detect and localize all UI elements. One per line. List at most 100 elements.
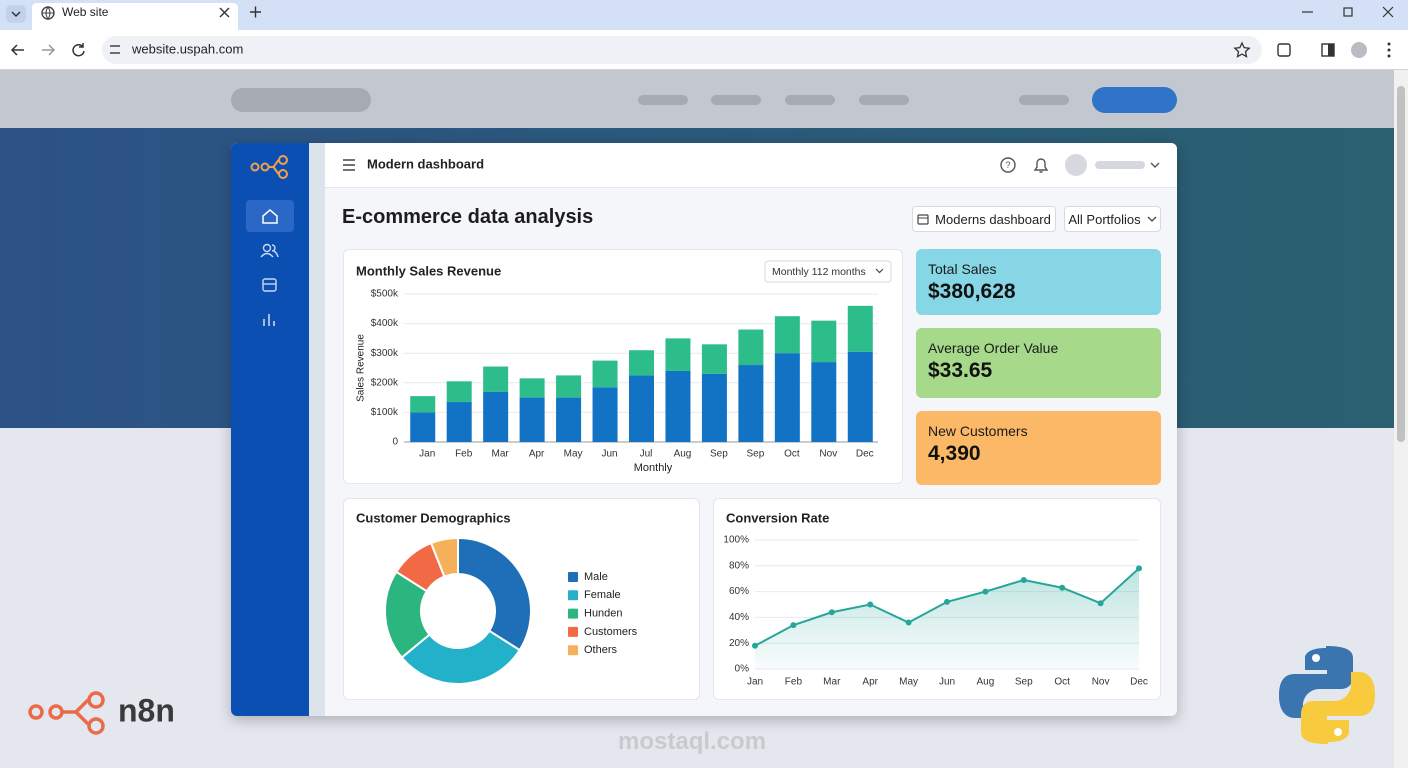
dashboard-select[interactable]: Moderns dashboard bbox=[912, 206, 1056, 232]
tab-close[interactable] bbox=[219, 7, 230, 18]
forward-button[interactable] bbox=[42, 44, 56, 56]
tab-title: Web site bbox=[62, 5, 109, 19]
menu-dot[interactable] bbox=[1387, 42, 1391, 46]
legend-swatch bbox=[568, 608, 578, 619]
x-tick-label: Dec bbox=[856, 449, 874, 460]
n8n-node bbox=[28, 704, 44, 720]
menu-dot bbox=[1387, 54, 1391, 58]
kpi-value: $380,628 bbox=[928, 280, 1016, 303]
users-icon[interactable] bbox=[262, 243, 272, 253]
extensions-button[interactable] bbox=[1277, 43, 1291, 57]
page-title: E-commerce data analysis bbox=[342, 206, 594, 228]
y-tick-label: $500k bbox=[371, 289, 399, 300]
profile-avatar[interactable] bbox=[1351, 42, 1367, 58]
x-tick-label: Mar bbox=[492, 449, 510, 460]
tab-favicon-lines bbox=[42, 6, 54, 20]
back-button[interactable] bbox=[10, 44, 24, 56]
kpi-label: New Customers bbox=[928, 423, 1028, 439]
sidebar-icons bbox=[246, 155, 294, 326]
bar-segment bbox=[811, 362, 837, 442]
portfolio-select[interactable]: All Portfolios bbox=[1064, 206, 1161, 232]
tab-search-button[interactable] bbox=[6, 5, 26, 23]
bar-segment bbox=[446, 402, 472, 442]
legend-swatch bbox=[568, 626, 578, 637]
bar-segment bbox=[811, 320, 837, 363]
nav-link-placeholder[interactable] bbox=[859, 95, 909, 105]
menu-dot bbox=[1387, 48, 1391, 52]
y-tick-label: 60% bbox=[729, 586, 749, 597]
n8n-links bbox=[62, 698, 90, 726]
range-dropdown[interactable] bbox=[764, 260, 892, 283]
user-menu-chevron[interactable] bbox=[1150, 162, 1160, 168]
point bbox=[905, 619, 912, 626]
reports-icon[interactable] bbox=[263, 314, 275, 326]
dashboard: Modern dashboard ? E-commerce data analy… bbox=[231, 143, 1177, 716]
restore[interactable] bbox=[1343, 7, 1353, 17]
bar-segment bbox=[483, 366, 509, 392]
nav-link-placeholder[interactable] bbox=[638, 95, 688, 105]
x-tick-label: May bbox=[899, 677, 918, 688]
point bbox=[1059, 584, 1066, 591]
point bbox=[790, 622, 797, 629]
bar-segment bbox=[556, 375, 582, 398]
kpi-card: Total Sales $380,628 bbox=[916, 249, 1161, 315]
python-logo bbox=[1279, 646, 1375, 744]
header bbox=[325, 143, 1177, 188]
bookmark-star[interactable] bbox=[1233, 41, 1251, 58]
new-tab[interactable] bbox=[250, 6, 261, 18]
demographics-chart: Customer Demographics Male Female Hunden Cus… bbox=[356, 510, 638, 685]
n8n-watermark: n8n bbox=[28, 691, 175, 735]
nav-cta-placeholder[interactable] bbox=[1092, 87, 1177, 113]
x-tick-label: Jun bbox=[939, 677, 955, 688]
side-panel-fill bbox=[1328, 44, 1334, 56]
chart-title: Conversion Rate bbox=[726, 510, 829, 525]
help-glyph: ? bbox=[1005, 160, 1010, 170]
legend-label: Hunden bbox=[584, 608, 623, 620]
point bbox=[1097, 600, 1104, 607]
site-nav bbox=[0, 70, 1394, 128]
donut-slice bbox=[400, 629, 522, 685]
menu-button[interactable] bbox=[343, 159, 355, 171]
records-icon[interactable] bbox=[262, 278, 277, 292]
area bbox=[755, 568, 1139, 669]
bar-segment bbox=[665, 338, 691, 371]
bar-segment bbox=[519, 397, 545, 442]
point bbox=[867, 601, 874, 608]
x-tick-label: Jan bbox=[747, 677, 763, 688]
address-bar[interactable] bbox=[102, 36, 1262, 64]
point bbox=[752, 642, 758, 649]
legend-label: Male bbox=[584, 571, 608, 583]
scrollbar-thumb[interactable] bbox=[1397, 86, 1405, 442]
browser-chrome: Web site website.uspah.com bbox=[0, 0, 1408, 70]
bar-segment bbox=[847, 351, 873, 442]
close-window[interactable] bbox=[1382, 6, 1394, 18]
y-axis-label: Sales Revenue bbox=[356, 334, 367, 402]
nav-link-placeholder[interactable] bbox=[785, 95, 835, 105]
site-info-icon[interactable] bbox=[110, 45, 120, 54]
reload-button[interactable] bbox=[72, 43, 85, 57]
user-avatar[interactable] bbox=[1065, 154, 1087, 176]
nav-link-placeholder[interactable] bbox=[1019, 95, 1069, 105]
sales-chart: Monthly Sales Revenue Monthly 112 months 0… bbox=[356, 260, 892, 474]
header-title: Modern dashboard bbox=[367, 156, 484, 171]
nav-home-active[interactable] bbox=[246, 200, 294, 232]
kpi-value: 4,390 bbox=[928, 442, 981, 465]
y-tick-label: 0 bbox=[392, 437, 398, 448]
users-icon-body bbox=[260, 244, 279, 258]
y-tick-label: 40% bbox=[729, 612, 749, 623]
help-button[interactable] bbox=[1000, 157, 1016, 173]
x-tick-label: Sep bbox=[1015, 677, 1033, 688]
x-tick-label: Aug bbox=[674, 449, 692, 460]
bar-segment bbox=[701, 373, 727, 442]
notifications-button[interactable] bbox=[1033, 158, 1049, 173]
active-tab[interactable] bbox=[32, 3, 238, 30]
user-name-placeholder bbox=[1095, 161, 1145, 169]
y-tick-label: $100k bbox=[371, 407, 399, 418]
legend-label: Female bbox=[584, 589, 621, 601]
range-dropdown-label: Monthly 112 months bbox=[772, 266, 866, 278]
x-tick-label: Apr bbox=[862, 677, 878, 688]
kpi-card: New Customers 4,390 bbox=[916, 411, 1161, 485]
nav-link-placeholder[interactable] bbox=[711, 95, 761, 105]
bar-segment bbox=[592, 360, 618, 388]
